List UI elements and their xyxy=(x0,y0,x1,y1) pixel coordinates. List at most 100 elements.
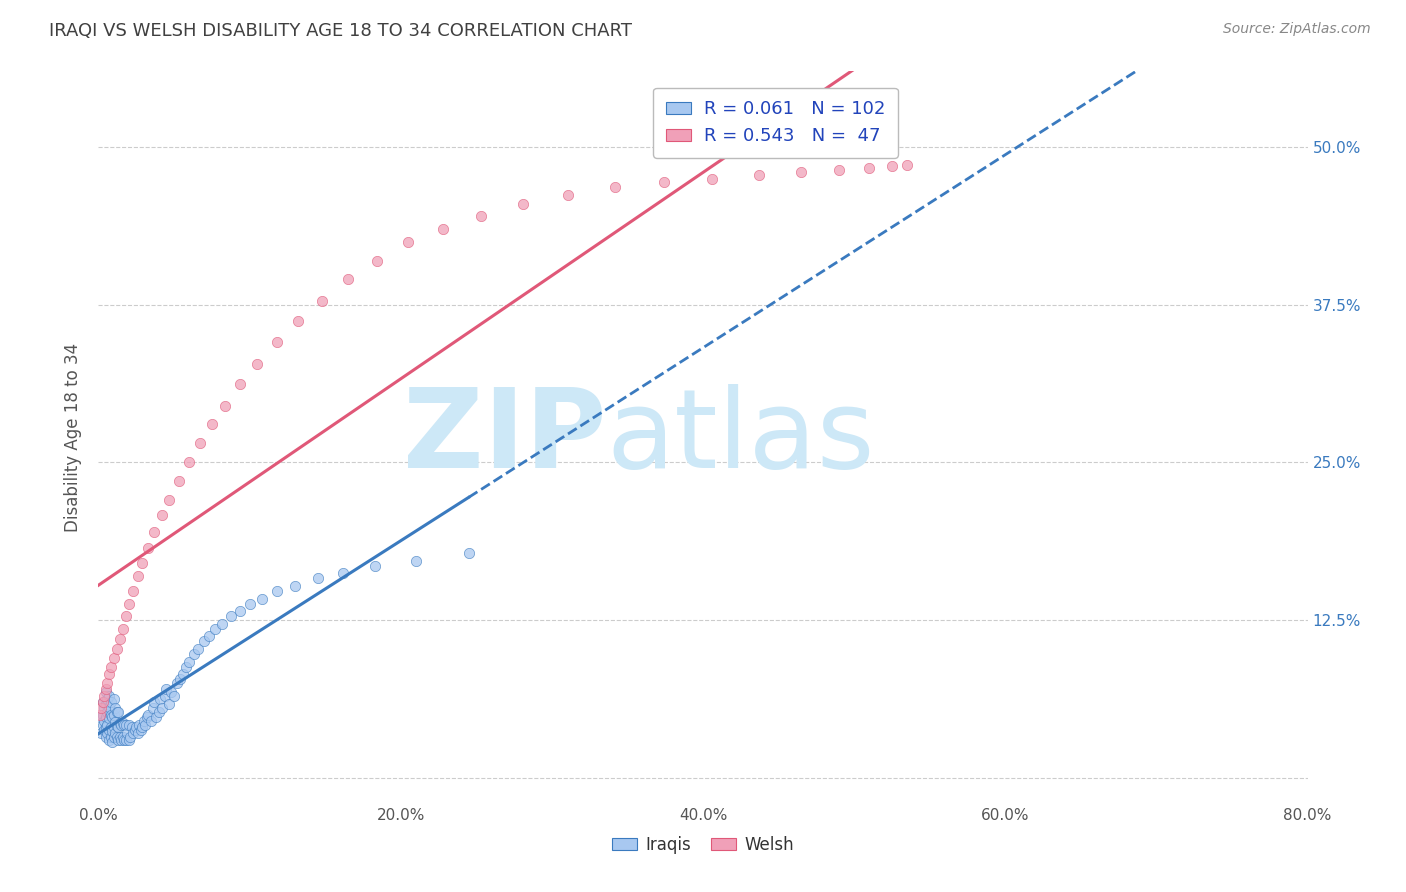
Point xyxy=(153,689,176,703)
Point xyxy=(143,695,166,709)
Point xyxy=(880,159,903,173)
Point xyxy=(96,692,118,706)
Text: ZIP: ZIP xyxy=(404,384,606,491)
Point xyxy=(98,711,121,725)
Point xyxy=(457,546,479,560)
Point xyxy=(100,720,122,734)
Point xyxy=(114,732,136,747)
Point xyxy=(134,717,156,731)
Point xyxy=(748,168,770,182)
Point xyxy=(101,710,124,724)
Point xyxy=(124,723,146,737)
Point xyxy=(266,583,288,598)
Point xyxy=(90,701,112,715)
Point xyxy=(103,707,125,722)
Point xyxy=(188,436,211,450)
Point xyxy=(91,695,114,709)
Point xyxy=(111,716,134,731)
Point xyxy=(110,717,132,731)
Point xyxy=(159,698,181,712)
Point xyxy=(828,162,851,177)
Point xyxy=(307,571,329,585)
Point xyxy=(120,730,142,744)
Point xyxy=(101,735,124,749)
Point xyxy=(118,732,141,747)
Point xyxy=(104,715,127,730)
Point xyxy=(100,695,122,709)
Point xyxy=(311,293,333,308)
Text: IRAQI VS WELSH DISABILITY AGE 18 TO 34 CORRELATION CHART: IRAQI VS WELSH DISABILITY AGE 18 TO 34 C… xyxy=(49,22,633,40)
Point xyxy=(90,726,112,740)
Point xyxy=(201,417,224,432)
Point xyxy=(105,642,128,657)
Point xyxy=(366,253,388,268)
Point xyxy=(214,399,236,413)
Point xyxy=(114,717,136,731)
Point xyxy=(100,659,122,673)
Point xyxy=(179,655,201,669)
Point xyxy=(364,558,387,573)
Point xyxy=(172,667,194,681)
Point xyxy=(96,705,118,719)
Point xyxy=(193,634,215,648)
Point xyxy=(605,180,627,194)
Point xyxy=(127,569,149,583)
Point xyxy=(111,730,134,744)
Point xyxy=(239,597,262,611)
Point xyxy=(98,689,121,703)
Point xyxy=(103,720,125,734)
Point xyxy=(125,720,148,734)
Point xyxy=(105,705,128,719)
Legend: Iraqis, Welsh: Iraqis, Welsh xyxy=(606,829,800,860)
Point xyxy=(183,647,205,661)
Point xyxy=(557,188,579,202)
Point xyxy=(94,698,117,712)
Point xyxy=(432,222,454,236)
Point xyxy=(150,508,173,523)
Point xyxy=(141,714,163,728)
Text: atlas: atlas xyxy=(606,384,875,491)
Point xyxy=(470,210,492,224)
Point xyxy=(105,719,128,733)
Point xyxy=(103,650,125,665)
Point xyxy=(98,732,121,747)
Point xyxy=(107,720,129,734)
Point xyxy=(155,682,177,697)
Point xyxy=(114,609,136,624)
Point xyxy=(111,622,134,636)
Point xyxy=(96,717,118,731)
Point xyxy=(204,622,226,636)
Point xyxy=(135,710,157,724)
Point xyxy=(396,235,419,249)
Point xyxy=(179,455,201,469)
Point xyxy=(89,710,111,724)
Point xyxy=(94,685,117,699)
Point xyxy=(112,732,135,747)
Point xyxy=(94,682,117,697)
Point xyxy=(160,685,183,699)
Point xyxy=(136,541,159,555)
Point xyxy=(858,161,880,176)
Point xyxy=(142,701,165,715)
Point xyxy=(229,377,252,392)
Point xyxy=(166,676,188,690)
Point xyxy=(127,726,149,740)
Point xyxy=(122,583,145,598)
Point xyxy=(118,597,141,611)
Point xyxy=(250,591,273,606)
Point xyxy=(103,692,125,706)
Point xyxy=(115,726,138,740)
Point xyxy=(128,717,150,731)
Point xyxy=(150,701,173,715)
Point xyxy=(131,556,153,570)
Point xyxy=(89,707,111,722)
Point xyxy=(246,357,269,371)
Point xyxy=(108,730,131,744)
Point xyxy=(512,196,534,211)
Point xyxy=(167,474,190,488)
Point xyxy=(118,717,141,731)
Point xyxy=(121,720,143,734)
Point xyxy=(96,676,118,690)
Point xyxy=(93,723,115,737)
Point xyxy=(131,720,153,734)
